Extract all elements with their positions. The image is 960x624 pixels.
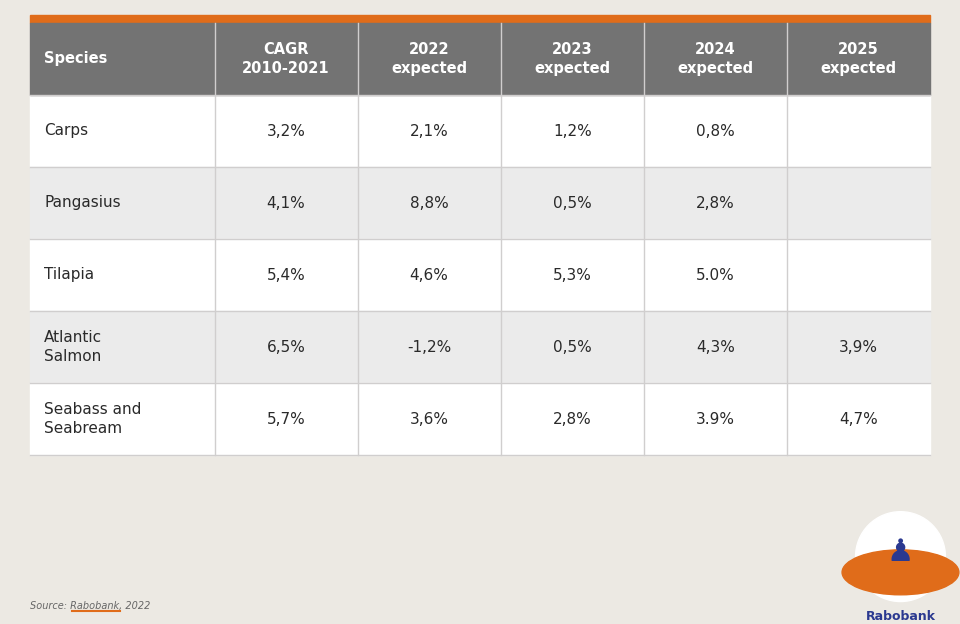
Bar (30, 383, 930, 455)
Text: 2025
expected: 2025 expected (821, 42, 897, 76)
Circle shape (855, 512, 946, 602)
Text: CAGR
2010-2021: CAGR 2010-2021 (242, 42, 330, 76)
Text: 3.9%: 3.9% (696, 411, 734, 426)
Text: 4,3%: 4,3% (696, 339, 734, 354)
Bar (30, 167, 930, 239)
Text: 4,6%: 4,6% (410, 268, 448, 283)
Text: Species: Species (44, 52, 108, 67)
Text: Pangasius: Pangasius (44, 195, 121, 210)
Text: 3,6%: 3,6% (410, 411, 448, 426)
Text: 0,5%: 0,5% (553, 339, 591, 354)
Text: 5,4%: 5,4% (267, 268, 305, 283)
Text: -1,2%: -1,2% (407, 339, 451, 354)
Text: 4,7%: 4,7% (839, 411, 877, 426)
Text: 0,8%: 0,8% (696, 124, 734, 139)
Bar (30, 239, 930, 311)
Text: ♟: ♟ (887, 538, 914, 567)
Text: 5,7%: 5,7% (267, 411, 305, 426)
Ellipse shape (842, 550, 959, 595)
Text: Carps: Carps (44, 124, 88, 139)
Text: 8,8%: 8,8% (410, 195, 448, 210)
Text: Tilapia: Tilapia (44, 268, 94, 283)
Bar (30, 23, 930, 95)
Text: 2023
expected: 2023 expected (534, 42, 611, 76)
Text: 2024
expected: 2024 expected (678, 42, 754, 76)
Bar (30, 95, 930, 167)
Text: 0,5%: 0,5% (553, 195, 591, 210)
Text: 3,2%: 3,2% (267, 124, 305, 139)
Text: 2,8%: 2,8% (696, 195, 734, 210)
Bar (30, 311, 930, 383)
Bar (30, 15, 930, 23)
Text: 5.0%: 5.0% (696, 268, 734, 283)
Text: 6,5%: 6,5% (267, 339, 305, 354)
Text: Atlantic
Salmon: Atlantic Salmon (44, 330, 102, 364)
Text: Source: Rabobank, 2022: Source: Rabobank, 2022 (30, 601, 151, 611)
Text: 1,2%: 1,2% (553, 124, 591, 139)
Text: 2022
expected: 2022 expected (391, 42, 468, 76)
Text: 2,8%: 2,8% (553, 411, 591, 426)
Text: 5,3%: 5,3% (553, 268, 591, 283)
Text: 4,1%: 4,1% (267, 195, 305, 210)
Text: Seabass and
Seabream: Seabass and Seabream (44, 402, 141, 436)
Text: 2,1%: 2,1% (410, 124, 448, 139)
Text: 3,9%: 3,9% (839, 339, 878, 354)
Text: Rabobank: Rabobank (866, 610, 935, 623)
